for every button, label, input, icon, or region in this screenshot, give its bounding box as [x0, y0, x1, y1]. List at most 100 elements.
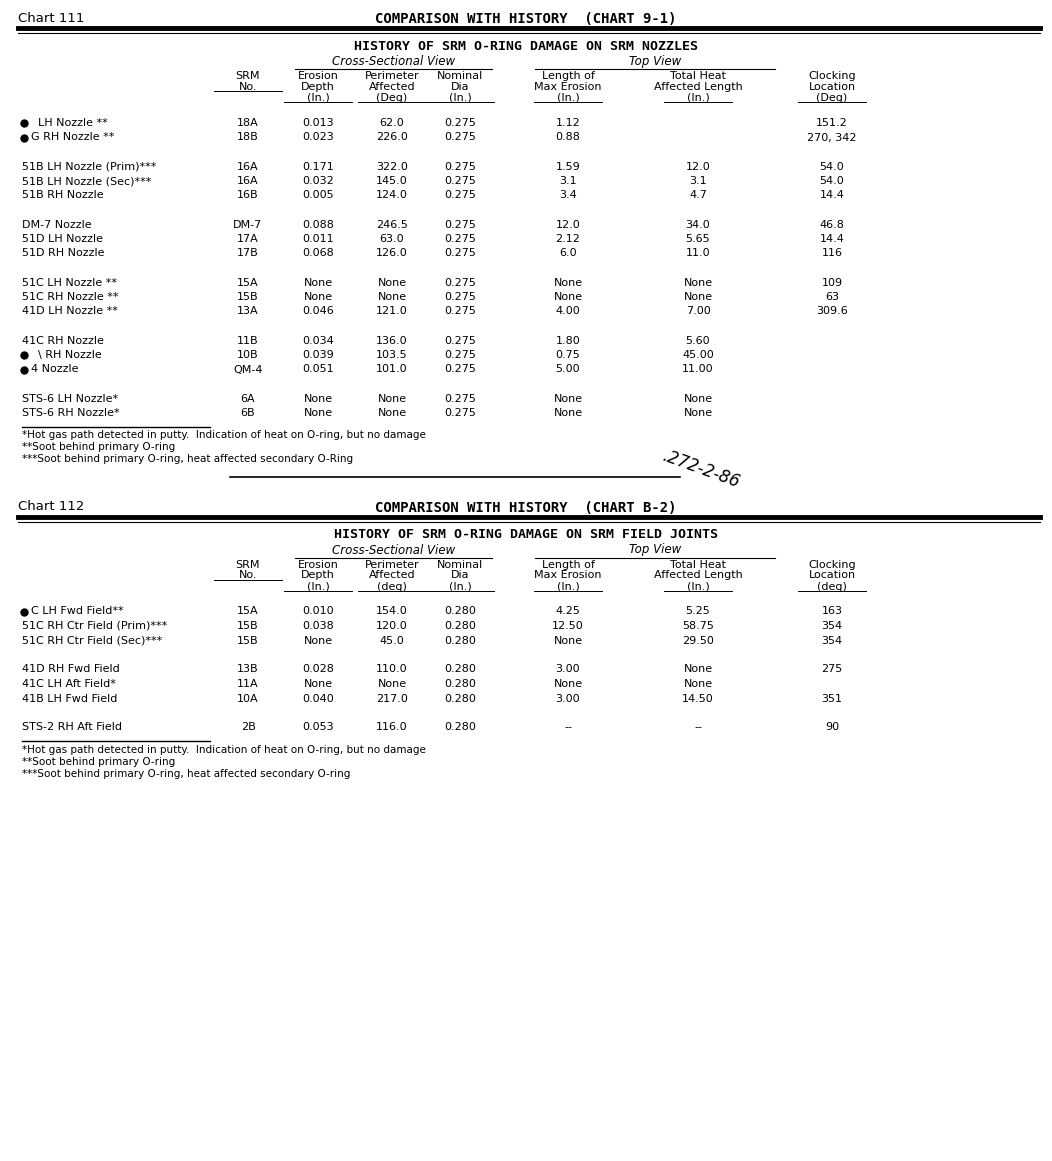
Text: Nominal: Nominal	[437, 560, 483, 570]
Text: (In.): (In.)	[557, 582, 580, 591]
Text: None: None	[303, 408, 332, 418]
Text: 0.275: 0.275	[444, 349, 476, 360]
Text: 18A: 18A	[237, 118, 259, 128]
Text: 136.0: 136.0	[377, 336, 408, 346]
Text: 0.032: 0.032	[302, 176, 333, 186]
Text: Clocking: Clocking	[808, 560, 856, 570]
Text: Affected: Affected	[368, 570, 416, 580]
Text: *Hot gas path detected in putty.  Indication of heat on O-ring, but no damage: *Hot gas path detected in putty. Indicat…	[22, 745, 426, 755]
Text: *Hot gas path detected in putty.  Indication of heat on O-ring, but no damage: *Hot gas path detected in putty. Indicat…	[22, 431, 426, 440]
Text: 5.25: 5.25	[686, 606, 710, 616]
Text: 103.5: 103.5	[377, 349, 408, 360]
Text: 121.0: 121.0	[377, 307, 408, 317]
Text: 0.038: 0.038	[302, 621, 333, 630]
Text: **Soot behind primary O-ring: **Soot behind primary O-ring	[22, 442, 176, 453]
Text: 275: 275	[822, 664, 843, 675]
Text: C LH Fwd Field**: C LH Fwd Field**	[31, 606, 124, 616]
Text: 354: 354	[822, 635, 843, 646]
Text: None: None	[684, 679, 712, 688]
Text: LH Nozzle **: LH Nozzle **	[31, 118, 107, 128]
Text: Location: Location	[808, 82, 855, 92]
Text: 7.00: 7.00	[686, 307, 710, 317]
Text: None: None	[303, 679, 332, 688]
Text: Erosion: Erosion	[298, 71, 339, 81]
Text: 0.275: 0.275	[444, 190, 476, 201]
Text: 154.0: 154.0	[377, 606, 408, 616]
Text: None: None	[378, 408, 406, 418]
Text: .272-2-86: .272-2-86	[660, 447, 743, 491]
Text: 51C RH Nozzle **: 51C RH Nozzle **	[22, 293, 119, 302]
Text: Location: Location	[808, 570, 855, 580]
Text: Dia: Dia	[450, 570, 469, 580]
Text: 51B LH Nozzle (Prim)***: 51B LH Nozzle (Prim)***	[22, 161, 157, 172]
Text: None: None	[378, 679, 406, 688]
Text: 51C RH Ctr Field (Sec)***: 51C RH Ctr Field (Sec)***	[22, 635, 162, 646]
Text: 15B: 15B	[237, 293, 259, 302]
Text: 3.00: 3.00	[555, 664, 581, 675]
Text: 45.00: 45.00	[682, 349, 714, 360]
Text: 6.0: 6.0	[560, 248, 576, 259]
Text: None: None	[553, 394, 583, 404]
Text: 58.75: 58.75	[682, 621, 714, 630]
Text: None: None	[378, 277, 406, 288]
Text: 0.275: 0.275	[444, 132, 476, 143]
Text: (In.): (In.)	[448, 582, 471, 591]
Text: No.: No.	[239, 82, 258, 92]
Text: None: None	[378, 293, 406, 302]
Text: 126.0: 126.0	[377, 248, 408, 259]
Text: HISTORY OF SRM O-RING DAMAGE ON SRM FIELD JOINTS: HISTORY OF SRM O-RING DAMAGE ON SRM FIEL…	[333, 528, 719, 541]
Text: None: None	[684, 408, 712, 418]
Text: 4.7: 4.7	[689, 190, 707, 201]
Text: 15B: 15B	[237, 635, 259, 646]
Text: Chart 112: Chart 112	[18, 500, 84, 513]
Text: 0.275: 0.275	[444, 293, 476, 302]
Text: 0.280: 0.280	[444, 621, 476, 630]
Text: 2.12: 2.12	[555, 235, 581, 244]
Text: 0.280: 0.280	[444, 722, 476, 733]
Text: 6B: 6B	[241, 408, 256, 418]
Text: 0.75: 0.75	[555, 349, 581, 360]
Text: Affected Length: Affected Length	[653, 570, 743, 580]
Text: (Deg): (Deg)	[816, 93, 848, 103]
Text: 4 Nozzle: 4 Nozzle	[31, 365, 79, 375]
Text: 0.275: 0.275	[444, 365, 476, 375]
Text: 11B: 11B	[237, 336, 259, 346]
Text: 0.275: 0.275	[444, 248, 476, 259]
Text: 0.280: 0.280	[444, 693, 476, 704]
Text: Cross-Sectional View: Cross-Sectional View	[332, 55, 456, 68]
Text: 0.275: 0.275	[444, 161, 476, 172]
Text: Top View: Top View	[629, 55, 681, 68]
Text: 0.088: 0.088	[302, 219, 333, 230]
Text: 5.60: 5.60	[686, 336, 710, 346]
Text: 0.010: 0.010	[302, 606, 333, 616]
Text: 0.280: 0.280	[444, 606, 476, 616]
Text: 51C LH Nozzle **: 51C LH Nozzle **	[22, 277, 117, 288]
Text: 246.5: 246.5	[376, 219, 408, 230]
Text: None: None	[553, 408, 583, 418]
Text: Cross-Sectional View: Cross-Sectional View	[332, 543, 456, 556]
Text: 13B: 13B	[237, 664, 259, 675]
Text: ***Soot behind primary O-ring, heat affected secondary O-ring: ***Soot behind primary O-ring, heat affe…	[22, 769, 350, 779]
Text: HISTORY OF SRM O-RING DAMAGE ON SRM NOZZLES: HISTORY OF SRM O-RING DAMAGE ON SRM NOZZ…	[355, 39, 697, 53]
Text: 322.0: 322.0	[376, 161, 408, 172]
Text: 51D LH Nozzle: 51D LH Nozzle	[22, 235, 103, 244]
Text: None: None	[303, 277, 332, 288]
Text: 54.0: 54.0	[820, 161, 845, 172]
Text: 2B: 2B	[241, 722, 256, 733]
Text: 15B: 15B	[237, 621, 259, 630]
Text: None: None	[553, 293, 583, 302]
Text: **Soot behind primary O-ring: **Soot behind primary O-ring	[22, 757, 176, 767]
Text: 51B LH Nozzle (Sec)***: 51B LH Nozzle (Sec)***	[22, 176, 151, 186]
Text: (In.): (In.)	[687, 582, 709, 591]
Text: 10B: 10B	[237, 349, 259, 360]
Text: Top View: Top View	[629, 543, 681, 556]
Text: 0.275: 0.275	[444, 336, 476, 346]
Text: 6A: 6A	[241, 394, 256, 404]
Text: None: None	[684, 293, 712, 302]
Text: 309.6: 309.6	[816, 307, 848, 317]
Text: 18B: 18B	[237, 132, 259, 143]
Text: 0.280: 0.280	[444, 679, 476, 688]
Text: (In.): (In.)	[557, 93, 580, 103]
Text: 0.039: 0.039	[302, 349, 333, 360]
Text: (In.): (In.)	[306, 582, 329, 591]
